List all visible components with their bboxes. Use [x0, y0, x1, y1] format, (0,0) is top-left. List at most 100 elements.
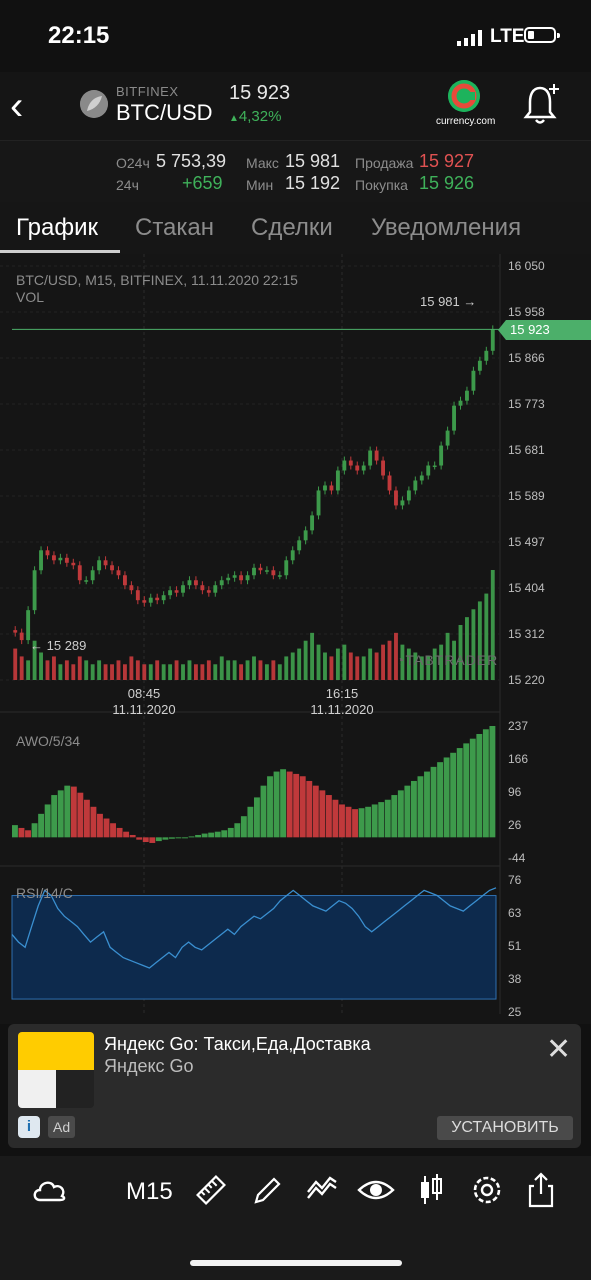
awo-bar: [417, 776, 424, 838]
indicators-icon[interactable]: [304, 1170, 340, 1210]
last-price-tag: 15 923: [498, 320, 591, 340]
volume-bar: [213, 664, 218, 680]
candle-body: [258, 567, 263, 571]
tab-order-book[interactable]: Стакан: [135, 214, 215, 241]
share-icon[interactable]: [524, 1170, 558, 1210]
volume-bar: [374, 652, 379, 680]
status-bar: 22:15 LTE: [0, 0, 591, 72]
candle-body: [394, 490, 398, 506]
volume-bar: [58, 664, 63, 680]
candle-body: [290, 550, 295, 561]
install-button[interactable]: УСТАНОВИТЬ: [437, 1116, 573, 1140]
price-change: ▲4,32%: [229, 108, 281, 125]
volume-bar: [264, 664, 269, 680]
tabtrader-watermark: ◔TABTRADER: [396, 652, 498, 668]
candle-body: [284, 560, 289, 576]
candle-body: [226, 577, 231, 581]
volume-bar: [348, 652, 353, 680]
rsi-band: [11, 895, 497, 1000]
candles-icon[interactable]: [414, 1170, 448, 1210]
awo-bar: [450, 752, 457, 838]
volume-bar: [439, 644, 444, 680]
arrow-right-icon: →: [463, 294, 477, 309]
price-chart[interactable]: 16 050 15 958 15 866 15 773 15 681 15 589 15 4…: [0, 254, 591, 1024]
candle-body: [193, 580, 198, 586]
ad-banner[interactable]: Яндекс Go: Такси,Еда,Доставка Яндекс Go …: [8, 1024, 581, 1148]
ruler-icon[interactable]: [194, 1170, 228, 1210]
tab-trades[interactable]: Сделки: [251, 214, 333, 241]
candle-body: [374, 450, 379, 461]
eye-icon[interactable]: [356, 1170, 396, 1210]
gear-icon[interactable]: [468, 1170, 506, 1210]
awo-bar: [306, 780, 313, 838]
close-ad-icon[interactable]: ✕: [546, 1033, 572, 1066]
volume-bar: [426, 656, 431, 680]
awo-bar: [51, 795, 58, 838]
awo-bar: [214, 831, 221, 838]
volume-bar: [329, 656, 334, 680]
awo-bar: [482, 729, 489, 838]
ad-subtitle: Яндекс Go: [104, 1056, 194, 1076]
add-alert-bell-icon[interactable]: [522, 82, 562, 126]
volume-bar: [71, 664, 76, 680]
volume-bar: [206, 660, 211, 680]
cloud-icon[interactable]: [30, 1170, 70, 1210]
volume-bar: [406, 648, 411, 680]
volume-bar: [361, 656, 366, 680]
tab-chart[interactable]: График: [16, 214, 98, 241]
volume-bar: [45, 660, 50, 680]
candle-body: [142, 600, 147, 603]
low-label: Мин: [246, 177, 274, 193]
candle-body: [206, 590, 211, 593]
high-label: Макс: [246, 155, 279, 171]
awo-bar: [188, 836, 195, 838]
volume-bar: [84, 660, 89, 680]
home-indicator: [190, 1260, 402, 1266]
awo-bar: [443, 757, 450, 838]
chart-panel[interactable]: 16 050 15 958 15 866 15 773 15 681 15 589 15 4…: [0, 254, 591, 1024]
candle-body: [355, 465, 360, 471]
awo-bar: [463, 743, 470, 838]
awo-bar: [437, 762, 444, 838]
volume-bar: [26, 660, 31, 680]
candle-body: [342, 460, 347, 471]
awo-bar: [123, 831, 130, 838]
volume-bar: [310, 632, 315, 680]
currency-com-logo-icon[interactable]: [448, 80, 480, 112]
awo-bar: [325, 795, 332, 838]
info-icon[interactable]: i: [18, 1116, 40, 1138]
candle-body: [387, 475, 392, 491]
candle-body: [400, 500, 405, 506]
tab-bar: График Стакан Сделки Уведомления: [0, 202, 591, 254]
awo-tick-label: -44: [508, 851, 526, 865]
awo-bar: [345, 806, 352, 838]
awo-bar: [18, 827, 25, 838]
candle-body: [329, 485, 334, 491]
candle-body: [316, 490, 321, 516]
volume-bar: [316, 644, 321, 680]
awo-tick-label: 26: [508, 818, 522, 832]
awo-bar: [254, 797, 260, 838]
volume-bar: [413, 652, 418, 680]
awo-bar: [162, 837, 169, 840]
volume-bar: [387, 640, 392, 680]
back-button[interactable]: ‹: [10, 84, 24, 128]
volume-bar: [135, 660, 140, 680]
buy-value: 15 926: [419, 173, 475, 193]
timeframe-selector[interactable]: M15: [126, 1178, 173, 1205]
awo-bar: [142, 837, 149, 843]
awo-bar: [404, 785, 411, 838]
candle-body: [52, 555, 56, 561]
awo-bar: [90, 806, 97, 838]
ad-badge: Ad: [48, 1116, 76, 1138]
awo-bar: [456, 748, 463, 838]
awo-bar: [208, 832, 215, 838]
awo-bar: [489, 726, 496, 838]
candle-body: [19, 632, 24, 641]
rsi-tick-label: 63: [508, 906, 522, 920]
date-tick-label: 11.11.2020: [310, 702, 373, 717]
tab-alerts[interactable]: Уведомления: [371, 214, 522, 241]
volume-bar: [148, 664, 153, 680]
candle-body: [129, 585, 134, 591]
pencil-icon[interactable]: [250, 1170, 284, 1210]
